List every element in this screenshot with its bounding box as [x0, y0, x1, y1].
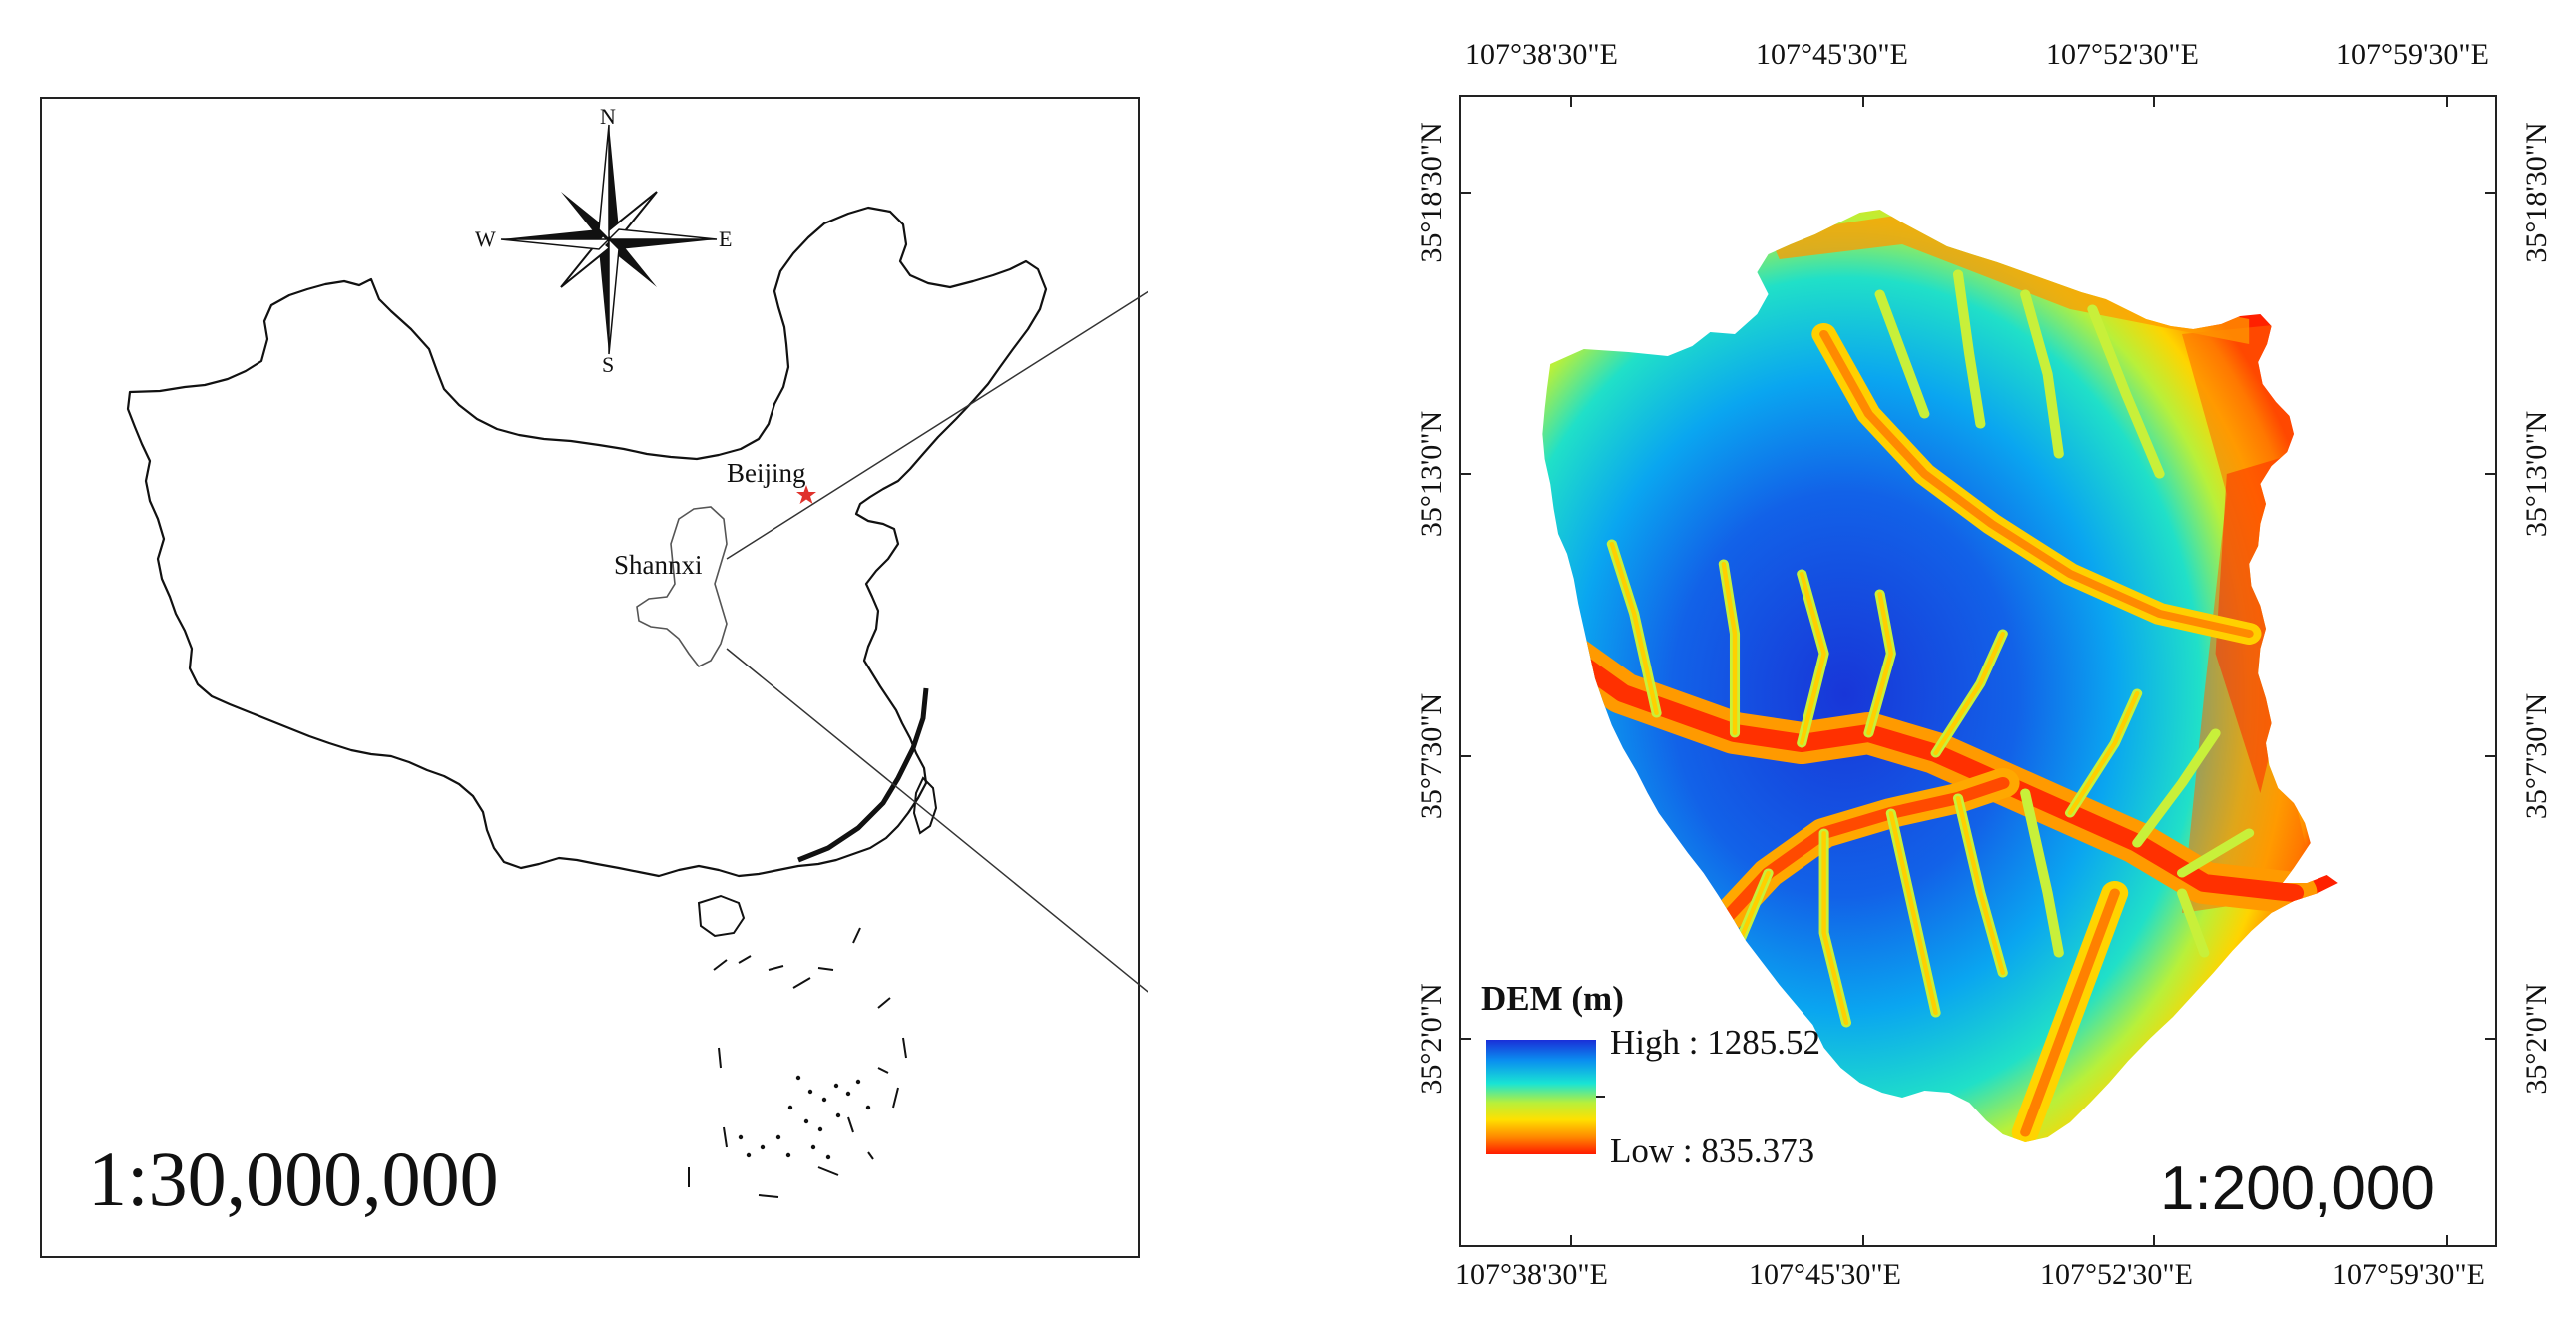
overview-map-svg: [126, 124, 1148, 1198]
china-outline: [126, 206, 1048, 878]
shannxi-outline: [636, 506, 728, 668]
legend-title: DEM (m): [1481, 979, 1624, 1018]
legend-color-ramp: [1486, 1040, 1596, 1154]
overview-scale: 1:30,000,000: [88, 1135, 499, 1222]
left-coord-label-2: 35°13'0"N: [1415, 410, 1448, 538]
left-coord-label-1: 35°18'30"N: [1415, 122, 1448, 263]
taiwan-outline: [912, 776, 938, 835]
right-coord-label-4: 35°2'0"N: [2520, 983, 2553, 1095]
top-coord-label-3: 107°52'30"E: [2046, 38, 2199, 71]
compass-east-label: E: [719, 226, 733, 251]
bottom-coord-label-1: 107°38'30"E: [1455, 1258, 1608, 1291]
right-coord-label-1: 35°18'30"N: [2520, 122, 2553, 263]
top-coord-label-4: 107°59'30"E: [2336, 38, 2489, 71]
shannxi-label: Shannxi: [614, 550, 703, 580]
top-coord-label-2: 107°45'30"E: [1756, 38, 1908, 71]
beijing-star-marker: [796, 485, 816, 504]
frame-ticks: [1459, 95, 2497, 1247]
compass-west-label: W: [475, 226, 496, 251]
connector-line-top: [726, 290, 1148, 560]
south-china-sea-islands: [688, 927, 907, 1198]
bottom-coord-label-3: 107°52'30"E: [2040, 1258, 2193, 1291]
compass-rose: [500, 124, 718, 355]
detail-map-frame: [1459, 95, 2497, 1247]
bottom-coord-label-2: 107°45'30"E: [1749, 1258, 1901, 1291]
bottom-coord-label-4: 107°59'30"E: [2332, 1258, 2485, 1291]
left-coord-label-4: 35°2'0"N: [1415, 983, 1448, 1095]
right-coord-label-3: 35°7'30"N: [2520, 692, 2553, 820]
left-coord-label-3: 35°7'30"N: [1415, 692, 1448, 820]
compass-south-label: S: [602, 352, 615, 377]
legend-low-label: Low : 835.373: [1610, 1131, 1815, 1170]
top-coord-label-1: 107°38'30"E: [1465, 38, 1618, 71]
overview-map-panel: [40, 97, 1140, 1258]
compass-north-label: N: [600, 104, 616, 129]
island-dots: [738, 1075, 871, 1160]
beijing-label: Beijing: [727, 458, 806, 488]
right-coord-label-2: 35°13'0"N: [2520, 410, 2553, 538]
connector-line-bottom: [726, 648, 1148, 993]
dem-raster: [1542, 210, 2338, 1142]
legend-high-label: High : 1285.52: [1610, 1023, 1820, 1062]
hainan-outline: [697, 894, 746, 938]
detail-scale: 1:200,000: [2160, 1154, 2435, 1223]
detail-map-svg: [1459, 95, 2497, 1247]
